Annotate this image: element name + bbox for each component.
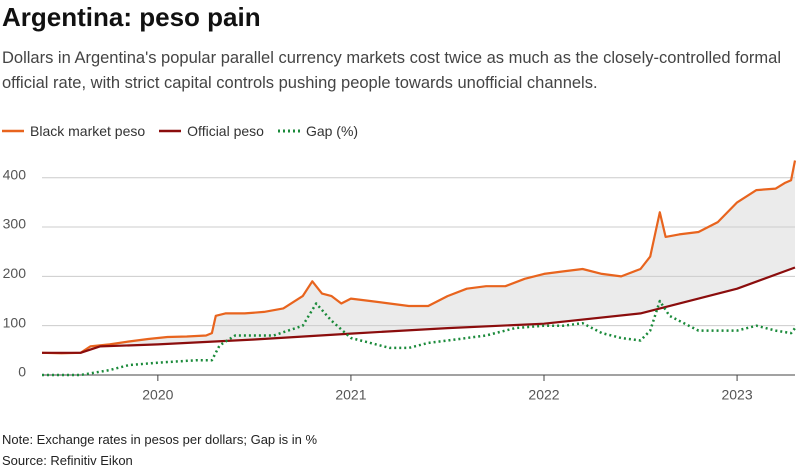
y-tick-label: 400: [3, 166, 27, 182]
legend-item: Official peso: [159, 123, 264, 139]
legend-item: Black market peso: [2, 123, 145, 139]
gap-area: [42, 160, 795, 354]
note: Note: Exchange rates in pesos per dollar…: [2, 432, 318, 447]
series-line: [41, 160, 797, 355]
series-line: [42, 266, 796, 354]
legend-item: Gap (%): [277, 123, 359, 139]
y-tick-label: 100: [3, 314, 27, 330]
source: Source: Refinitiv Eikon: [2, 453, 133, 468]
legend-swatch: [277, 129, 300, 133]
y-tick-label: 200: [3, 265, 27, 281]
y-tick-label: 300: [3, 216, 27, 232]
legend-label: Gap (%): [305, 123, 359, 139]
legend: Black market peso Official peso Gap (%): [2, 123, 358, 139]
x-tick-label: 2020: [142, 387, 173, 403]
x-tick-label: 2022: [528, 387, 559, 403]
legend-swatch: [2, 129, 24, 133]
title: Argentina: peso pain: [2, 2, 261, 32]
legend-label: Black market peso: [30, 123, 146, 139]
subtitle: Dollars in Argentina's popular parallel …: [2, 49, 781, 92]
legend-swatch: [159, 129, 182, 133]
legend-label: Official peso: [187, 123, 264, 139]
x-tick-label: 2021: [335, 387, 366, 403]
x-tick-label: 2023: [721, 387, 752, 403]
y-tick-label: 0: [18, 364, 26, 380]
